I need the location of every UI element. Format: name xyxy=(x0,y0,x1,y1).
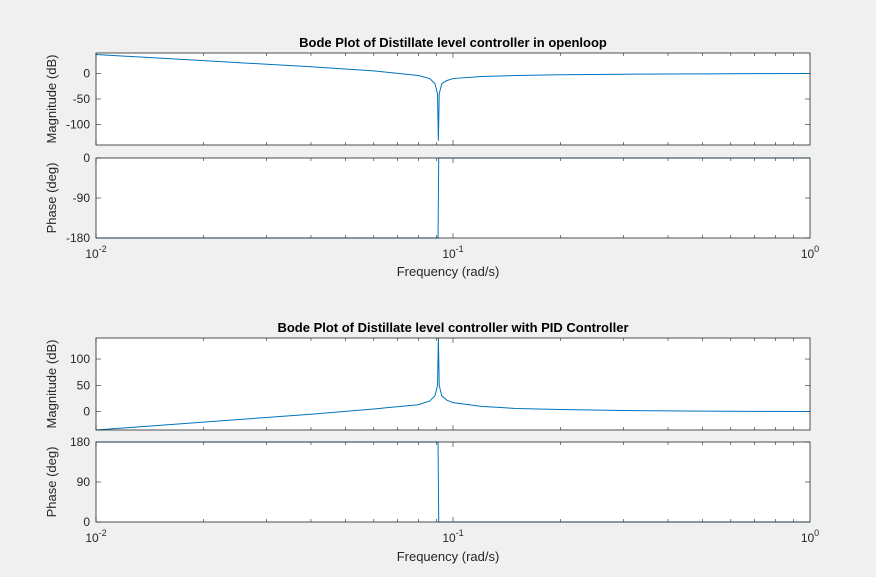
magnitude-axes: 0 -50 -100 Magnitude (dB) xyxy=(44,52,811,146)
magnitude-series-line xyxy=(95,54,811,141)
phase-ylabel: Phase (deg) xyxy=(44,447,59,518)
y-tick-label: 0 xyxy=(83,66,90,80)
y-tick-label: 90 xyxy=(77,475,91,489)
phase-axes: 180 90 0 Phase (deg) xyxy=(44,435,811,529)
chart-title: Bode Plot of Distillate level controller… xyxy=(277,320,628,335)
plot-area xyxy=(96,442,810,522)
bode-plot-2: Bode Plot of Distillate level controller… xyxy=(44,320,819,564)
x-tick-label: 10-2 xyxy=(85,244,106,261)
x-axis-label: Frequency (rad/s) xyxy=(397,549,500,564)
x-axis-label: Frequency (rad/s) xyxy=(397,264,500,279)
y-tick-label: 50 xyxy=(77,378,91,392)
y-tick-label: 100 xyxy=(70,352,90,366)
y-tick-label: 0 xyxy=(83,515,90,529)
y-tick-label: 180 xyxy=(70,435,90,449)
x-tick-label: 100 xyxy=(801,528,819,545)
magnitude-axes: 100 50 0 Magnitude (dB) xyxy=(44,337,811,431)
axes-box xyxy=(95,157,811,239)
phase-axes: 0 -90 -180 Phase (deg) xyxy=(44,151,811,245)
x-tick-label: 100 xyxy=(801,244,819,261)
y-tick-label: -50 xyxy=(73,92,91,106)
plot-area xyxy=(96,53,810,145)
chart-title: Bode Plot of Distillate level controller… xyxy=(299,35,607,50)
y-tick-label: -180 xyxy=(66,231,90,245)
axes-box xyxy=(95,52,811,146)
plot-area xyxy=(96,158,810,238)
magnitude-ylabel: Magnitude (dB) xyxy=(44,55,59,144)
x-tick-label: 10-2 xyxy=(85,528,106,545)
phase-ylabel: Phase (deg) xyxy=(44,163,59,234)
magnitude-ylabel: Magnitude (dB) xyxy=(44,340,59,429)
y-tick-label: -90 xyxy=(73,191,91,205)
x-tick-label: 10-1 xyxy=(442,528,463,545)
y-tick-label: -100 xyxy=(66,118,90,132)
y-tick-label: 0 xyxy=(83,151,90,165)
magnitude-series-line xyxy=(95,337,811,431)
axes-box xyxy=(95,337,811,431)
bode-plot-1: Bode Plot of Distillate level controller… xyxy=(44,35,819,279)
x-tick-label: 10-1 xyxy=(442,244,463,261)
axes-box xyxy=(95,441,811,523)
plot-area xyxy=(96,338,810,430)
y-tick-label: 0 xyxy=(83,405,90,419)
